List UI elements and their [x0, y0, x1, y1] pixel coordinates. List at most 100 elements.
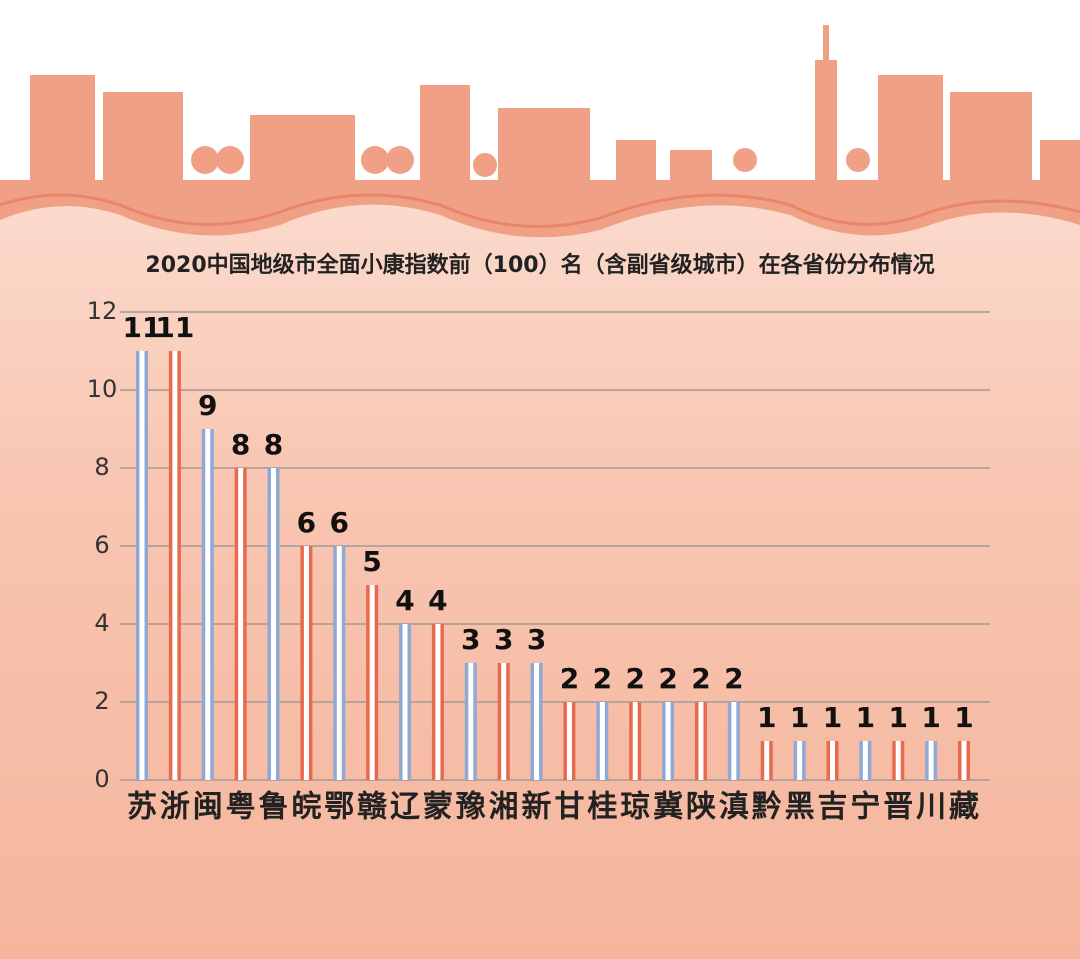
y-tick-label: 8 [94, 453, 109, 481]
value-label: 8 [231, 428, 250, 461]
bar-highlight [336, 546, 342, 780]
value-label: 2 [593, 662, 612, 695]
value-label: 2 [691, 662, 710, 695]
bar-highlight [435, 624, 441, 780]
bar-group [793, 741, 806, 780]
x-tick-label: 豫 [456, 790, 486, 825]
value-label: 2 [560, 662, 579, 695]
value-label: 1 [921, 701, 940, 734]
bar-group [727, 702, 740, 780]
bar-highlight [303, 546, 309, 780]
bar-group [497, 663, 510, 780]
bar-group [760, 741, 773, 780]
value-label: 4 [428, 584, 447, 617]
value-label: 11 [123, 311, 162, 344]
bar-group [333, 546, 346, 780]
bar-group [662, 702, 675, 780]
x-tick-label: 辽 [390, 790, 421, 825]
bar-group [629, 702, 642, 780]
bar-group [694, 702, 707, 780]
bar-highlight [961, 741, 967, 780]
bar-group [136, 351, 148, 780]
bar-highlight [238, 468, 244, 780]
bar-highlight [271, 468, 277, 780]
bar-highlight [599, 702, 605, 780]
x-tick-label: 蒙 [423, 790, 453, 825]
value-label: 4 [395, 584, 414, 617]
x-tick-label: 浙 [160, 790, 190, 825]
y-tick-label: 6 [94, 531, 109, 559]
x-tick-label: 宁 [850, 790, 880, 825]
x-tick-label: 冀 [653, 790, 683, 825]
bar-highlight [534, 663, 540, 780]
bar-highlight [468, 663, 474, 780]
value-label: 1 [954, 701, 973, 734]
y-tick-label: 2 [94, 687, 109, 715]
x-tick-label: 新 [522, 790, 552, 825]
bar-highlight [731, 702, 737, 780]
bar-group [399, 624, 412, 780]
y-tick-label: 10 [87, 375, 118, 403]
bar-group [892, 741, 905, 780]
bar-highlight [665, 702, 671, 780]
x-tick-label: 鄂 [324, 790, 354, 825]
x-tick-label: 甘 [554, 790, 584, 825]
chart-title: 2020中国地级市全面小康指数前（100）名（含副省级城市）在各省份分布情况 [145, 252, 934, 278]
value-label: 2 [724, 662, 743, 695]
bar-group [859, 741, 872, 780]
bar-group [596, 702, 609, 780]
x-tick-label: 滇 [719, 790, 749, 825]
x-tick-label: 吉 [817, 790, 847, 825]
x-tick-label: 赣 [357, 790, 388, 825]
bar-highlight [829, 741, 835, 780]
bar-group [925, 741, 938, 780]
value-label: 1 [757, 701, 776, 734]
bar-group [431, 624, 444, 780]
bar-group [826, 741, 839, 780]
bar-highlight [797, 741, 803, 780]
bar-highlight [632, 702, 638, 780]
x-tick-label: 苏 [127, 790, 157, 825]
value-label: 1 [823, 701, 842, 734]
y-tick-label: 0 [94, 765, 109, 793]
bar-group [267, 468, 280, 780]
value-label: 3 [494, 623, 513, 656]
value-label: 11 [155, 311, 194, 344]
x-tick-label: 皖 [291, 790, 321, 825]
bar-group [464, 663, 477, 780]
bar-group [366, 585, 379, 780]
bar-group [530, 663, 543, 780]
x-tick-label: 黔 [752, 790, 782, 825]
bar-highlight [205, 429, 211, 780]
bar-highlight [895, 741, 901, 780]
bar-highlight [928, 741, 934, 780]
bar-highlight [764, 741, 770, 780]
value-label: 1 [856, 701, 875, 734]
value-label: 6 [330, 506, 349, 539]
value-label: 8 [264, 428, 283, 461]
x-tick-label: 藏 [949, 790, 979, 825]
value-label: 2 [658, 662, 677, 695]
x-tick-label: 湘 [489, 790, 519, 825]
x-tick-label: 鲁 [259, 790, 289, 825]
value-label: 9 [198, 389, 217, 422]
bar-highlight [172, 351, 178, 780]
x-tick-label: 粤 [226, 790, 256, 825]
value-label: 3 [461, 623, 480, 656]
x-tick-label: 黑 [785, 790, 815, 825]
y-tick-label: 4 [94, 609, 109, 637]
bar-highlight [566, 702, 572, 780]
value-label: 5 [362, 545, 381, 578]
bar-group [563, 702, 576, 780]
bar-highlight [369, 585, 375, 780]
bar-group [234, 468, 247, 780]
value-label: 1 [790, 701, 809, 734]
bar-group [300, 546, 313, 780]
bar-highlight [501, 663, 507, 780]
skyline [0, 25, 1080, 238]
value-label: 1 [888, 701, 907, 734]
value-label: 6 [297, 506, 316, 539]
x-tick-label: 桂 [587, 790, 617, 825]
bar-group [201, 429, 214, 780]
x-tick-label: 闽 [193, 790, 223, 825]
